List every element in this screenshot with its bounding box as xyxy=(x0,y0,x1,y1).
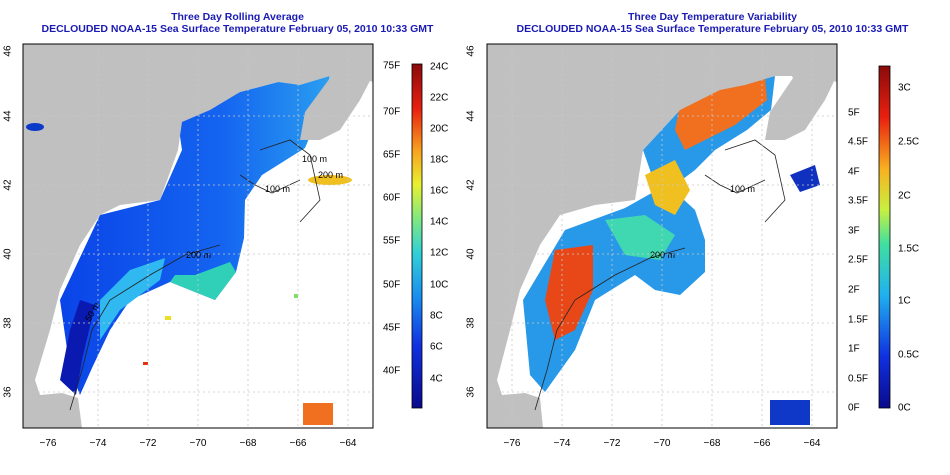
lon-label: −64 xyxy=(339,438,357,449)
colorbar-f-label: 50F xyxy=(383,279,401,291)
colorbar-f-label: 5F xyxy=(848,107,860,119)
colorbar-c-label: 0C xyxy=(898,402,911,414)
left-warm-edge xyxy=(170,262,236,300)
lat-label: 36 xyxy=(465,386,477,398)
left-map: 100 m 100 m 200 m 200 m 50 m xyxy=(22,43,423,429)
right-mid-zone xyxy=(645,160,690,215)
right-shelf xyxy=(605,215,675,260)
right-hot-zone-ne xyxy=(675,76,767,150)
left-contour-label: 100 m xyxy=(265,184,290,194)
colorbar-c-label: 24C xyxy=(430,61,449,73)
lon-label: −72 xyxy=(603,438,621,449)
lat-label: 40 xyxy=(465,248,477,260)
colorbar-c-label: 8C xyxy=(430,310,443,322)
left-contour-label: 200 m xyxy=(318,170,343,180)
lon-label: −70 xyxy=(653,438,671,449)
colorbar-c-label: 1.5C xyxy=(898,243,920,255)
left-sst-field xyxy=(60,76,330,395)
colorbar-f-label: 1F xyxy=(848,343,860,355)
colorbar-c-label: 4C xyxy=(430,373,443,385)
left-contour-label: 100 m xyxy=(302,154,327,164)
right-panel: Three Day Temperature Variability DECLOU… xyxy=(466,0,950,475)
lon-label: −68 xyxy=(239,438,257,449)
colorbar-c-label: 10C xyxy=(430,279,449,291)
colorbar-c-label: 20C xyxy=(430,123,449,135)
colorbar-f-label: 65F xyxy=(383,149,401,161)
right-hot-zone xyxy=(545,245,593,340)
colorbar-f-label: 55F xyxy=(383,235,401,247)
lat-label: 38 xyxy=(465,317,477,329)
colorbar-f-label: 0.5F xyxy=(848,373,869,385)
lat-label: 46 xyxy=(2,45,14,57)
colorbar-f-label: 2F xyxy=(848,284,860,296)
lon-label: −70 xyxy=(189,438,207,449)
colorbar-c-label: 22C xyxy=(430,92,449,104)
lon-label: −66 xyxy=(753,438,771,449)
colorbar-c-label: 2.5C xyxy=(898,136,920,148)
colorbar-f-label: 3F xyxy=(848,225,860,237)
colorbar-f-label: 60F xyxy=(383,192,401,204)
colorbar-f-label: 75F xyxy=(383,60,401,72)
colorbar-c-label: 14C xyxy=(430,216,449,228)
colorbar-c-label: 1C xyxy=(898,295,911,307)
colorbar-c-label: 2C xyxy=(898,190,911,202)
left-shelf-water xyxy=(100,258,165,340)
lon-label: −74 xyxy=(89,438,107,449)
colorbar-c-label: 12C xyxy=(430,247,449,259)
colorbar-c-label: 18C xyxy=(430,154,449,166)
colorbar-c-label: 6C xyxy=(430,341,443,353)
colorbar-f-label: 2.5F xyxy=(848,254,869,266)
lat-label: 38 xyxy=(2,317,14,329)
lon-label: −76 xyxy=(39,438,57,449)
colorbar-f-label: 0F xyxy=(848,402,860,414)
right-contour-label: 100 m xyxy=(730,184,755,194)
lat-label: 36 xyxy=(2,386,14,398)
left-cold-coast xyxy=(60,300,95,395)
lon-label: −64 xyxy=(803,438,821,449)
colorbar-f-label: 4.5F xyxy=(848,136,869,148)
right-colorbar xyxy=(878,65,891,409)
left-land xyxy=(23,44,373,428)
lat-label: 42 xyxy=(465,179,477,191)
lat-label: 46 xyxy=(465,45,477,57)
right-contour-label: 200 m xyxy=(650,250,675,260)
lon-label: −76 xyxy=(503,438,521,449)
right-subtitle: DECLOUDED NOAA-15 Sea Surface Temperatur… xyxy=(516,23,909,35)
left-subtitle: DECLOUDED NOAA-15 Sea Surface Temperatur… xyxy=(41,23,434,35)
lat-label: 42 xyxy=(2,179,14,191)
left-panel: Three Day Rolling Average DECLOUDED NOAA… xyxy=(2,11,449,449)
colorbar-f-label: 3.5F xyxy=(848,195,869,207)
colorbar-f-label: 70F xyxy=(383,106,401,118)
left-title: Three Day Rolling Average xyxy=(171,11,304,23)
colorbar-f-label: 4F xyxy=(848,166,860,178)
right-land xyxy=(487,44,837,428)
lon-label: −66 xyxy=(289,438,307,449)
colorbar-c-label: 0.5C xyxy=(898,349,920,361)
left-colorbar xyxy=(411,63,423,409)
colorbar-c-label: 3C xyxy=(898,82,911,94)
lon-label: −74 xyxy=(553,438,571,449)
left-contour-label: 200 m xyxy=(186,250,211,260)
right-map: 100 m 200 m xyxy=(486,43,891,429)
right-title: Three Day Temperature Variability xyxy=(627,11,798,23)
colorbar-f-label: 45F xyxy=(383,322,401,334)
lat-label: 44 xyxy=(2,110,14,122)
lon-label: −72 xyxy=(139,438,157,449)
lat-label: 40 xyxy=(2,248,14,260)
colorbar-f-label: 1.5F xyxy=(848,314,869,326)
colorbar-f-label: 40F xyxy=(383,365,401,377)
lat-label: 44 xyxy=(465,110,477,122)
colorbar-c-label: 16C xyxy=(430,185,449,197)
lon-label: −68 xyxy=(703,438,721,449)
